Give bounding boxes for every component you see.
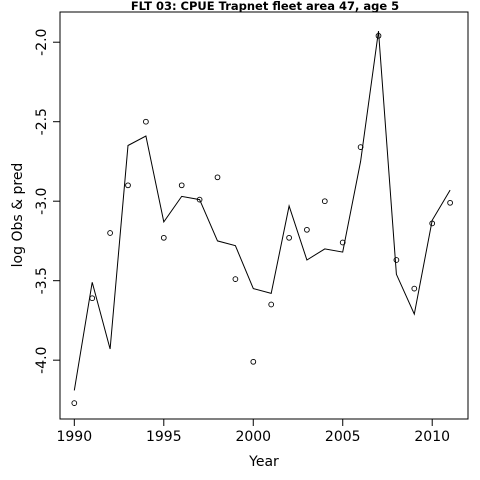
observed-point	[304, 226, 310, 233]
x-tick-label: 2000	[235, 429, 271, 445]
observed-point	[321, 198, 328, 205]
observed-point	[232, 276, 239, 282]
y-tick-label: -3.0	[34, 188, 50, 215]
observed-point	[411, 285, 418, 292]
observed-point	[196, 196, 203, 203]
x-tick-label: 1995	[146, 429, 182, 445]
plot-frame	[59, 11, 469, 420]
observed-point	[250, 358, 257, 365]
observed-point	[125, 182, 131, 189]
observed-point	[339, 239, 346, 246]
x-tick-label: 2010	[414, 429, 450, 445]
observed-point	[107, 230, 113, 236]
observed-point	[375, 32, 382, 39]
predicted-series	[73, 31, 451, 391]
observed-point	[286, 234, 292, 241]
observed-point	[357, 144, 364, 150]
observed-point	[160, 234, 167, 241]
y-tick-label: -2.5	[34, 108, 50, 135]
y-axis: -4.0 -3.5 -3.0 -2.5 -2.0	[34, 29, 60, 374]
x-tick-label: 1990	[56, 429, 92, 445]
x-tick-label: 2005	[325, 429, 361, 445]
y-tick-label: -4.0	[34, 347, 50, 374]
observed-point	[429, 220, 436, 227]
x-axis: 1990 1995 2000 2005 2010	[56, 419, 450, 445]
y-tick-label: -2.0	[34, 29, 50, 56]
chart-title: FLT 03: CPUE Trapnet fleet area 47, age …	[131, 0, 399, 13]
predicted-line	[73, 31, 451, 391]
x-axis-label: Year	[248, 454, 279, 470]
observed-series	[71, 32, 453, 406]
y-tick-label: -3.5	[34, 267, 50, 294]
observed-point	[89, 295, 96, 302]
observed-point	[393, 257, 400, 263]
observed-point	[447, 199, 453, 206]
observed-point	[268, 301, 275, 308]
observed-point	[178, 182, 185, 189]
observed-point	[143, 118, 149, 125]
observed-point	[71, 400, 78, 406]
observed-point	[214, 174, 221, 181]
y-axis-label: log Obs & pred	[10, 163, 26, 268]
